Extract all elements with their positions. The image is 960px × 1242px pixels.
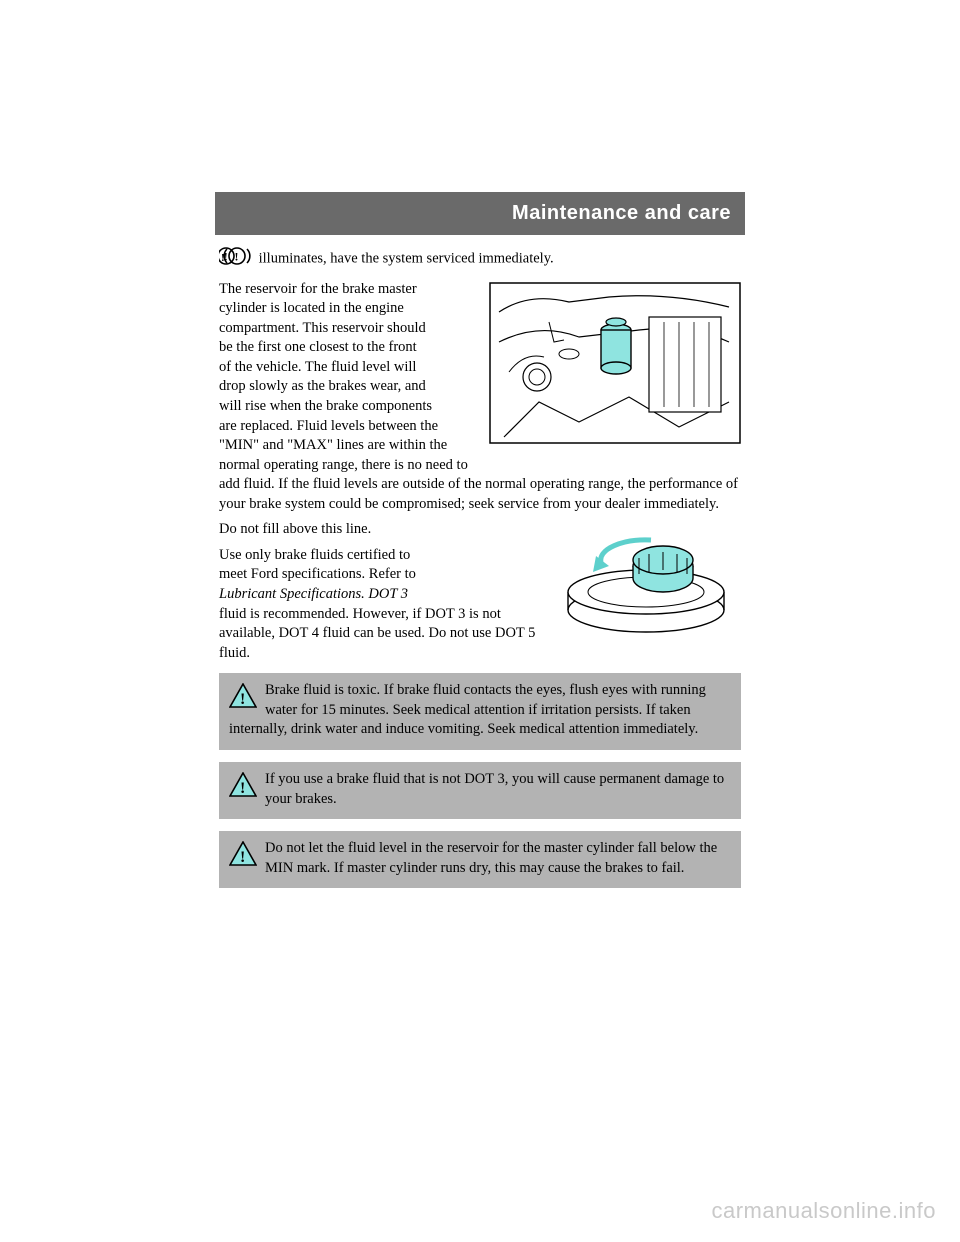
warning-text-2: If you use a brake fluid that is not DOT… (265, 771, 724, 807)
watermark-text: carmanualsonline.info (711, 1198, 936, 1224)
res-l3: compartment. This reservoir should (219, 320, 426, 336)
svg-text:!: ! (235, 250, 239, 264)
warning-box-1: ! Brake fluid is toxic. If brake fluid c… (219, 673, 741, 750)
res-l6: drop slowly as the brakes wear, and (219, 378, 426, 394)
cap-diagram (551, 522, 741, 645)
p3-l2: meet Ford specifications. Refer to (219, 566, 416, 582)
body-text-area: ! ! ! illuminates, have the system servi… (215, 235, 745, 888)
res-l5: of the vehicle. The fluid level will (219, 359, 416, 375)
engine-diagram (489, 282, 741, 451)
warning-triangle-icon: ! (229, 683, 257, 716)
page-root: Maintenance and care ! ! ! (0, 0, 960, 1242)
warning-box-2: ! If you use a brake fluid that is not D… (219, 762, 741, 819)
warning-triangle-icon: ! (229, 841, 257, 874)
warning-triangle-icon: ! (229, 772, 257, 805)
res-l7: will rise when the brake components (219, 398, 432, 414)
section-title: Maintenance and care (215, 202, 731, 225)
para2: Do not fill above this line. (219, 521, 371, 537)
p3-l1: Use only brake fluids certified to (219, 547, 410, 563)
section-header: Maintenance and care (215, 192, 745, 235)
p3-rest: fluid is recommended. However, if DOT 3 … (219, 606, 535, 661)
intro-line: ! ! ! illuminates, have the system servi… (219, 245, 741, 274)
warning-text-1: Brake fluid is toxic. If brake fluid con… (229, 682, 706, 737)
svg-text:!: ! (240, 780, 245, 797)
intro-text: illuminates, have the system serviced im… (259, 251, 554, 267)
p3-l3: Lubricant Specifications. DOT 3 (219, 586, 408, 602)
content-area: Maintenance and care ! ! ! (215, 192, 745, 900)
res-l4: be the first one closest to the front (219, 339, 417, 355)
res-l1: The reservoir for the brake master (219, 281, 417, 297)
warning-box-3: ! Do not let the fluid level in the rese… (219, 831, 741, 888)
svg-text:!: ! (240, 849, 245, 866)
brake-warning-icon: ! ! ! (219, 245, 255, 274)
res-l2: cylinder is located in the engine (219, 300, 404, 316)
warning-text-3: Do not let the fluid level in the reserv… (265, 840, 717, 876)
svg-text:!: ! (240, 691, 245, 708)
